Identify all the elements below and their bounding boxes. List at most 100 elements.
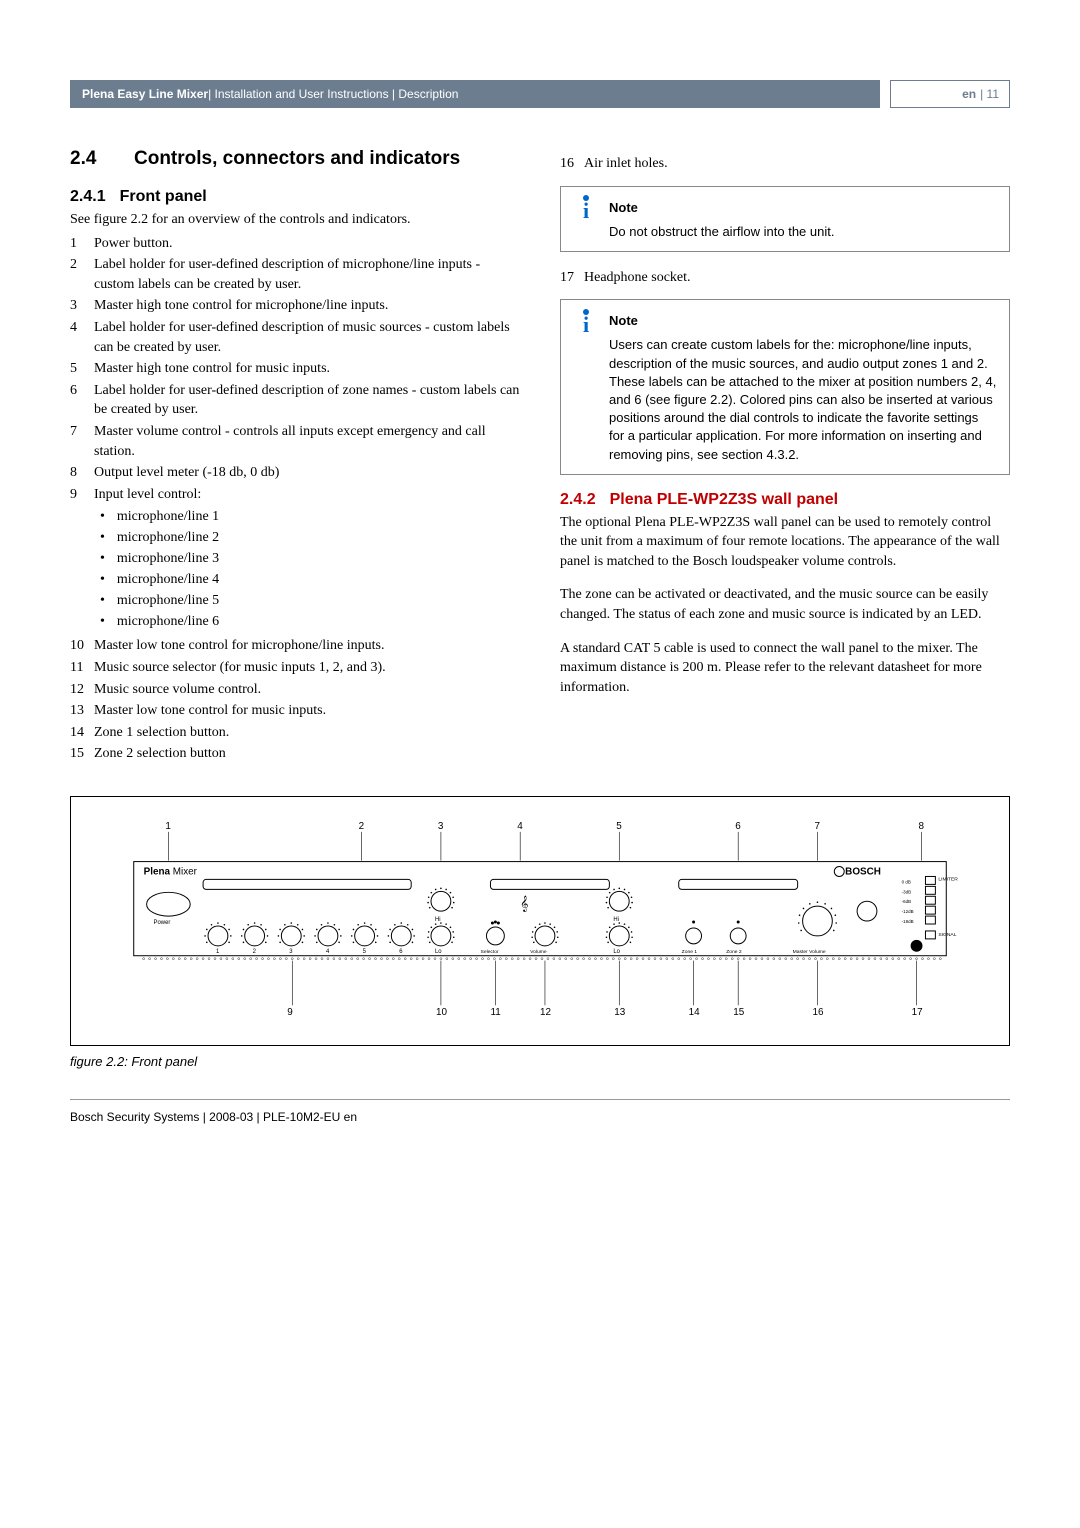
mic-line-bullets: microphone/line 1microphone/line 2microp… (100, 506, 520, 632)
list-item: 16 Air inlet holes. (560, 154, 1010, 174)
bullet-item: microphone/line 6 (100, 611, 520, 632)
page-number: | 11 (980, 87, 999, 101)
svg-text:BOSCH: BOSCH (845, 866, 881, 877)
svg-text:16: 16 (813, 1007, 825, 1018)
left-column: 2.4 Controls, connectors and indicators … (70, 148, 520, 766)
svg-text:17: 17 (912, 1007, 923, 1018)
svg-text:Zone 1: Zone 1 (682, 949, 698, 955)
item-text: Master volume control - controls all inp… (94, 422, 520, 461)
item-text: Zone 1 selection button. (94, 723, 229, 743)
item-number: 2 (70, 255, 94, 294)
item-16: 16 Air inlet holes. (560, 154, 1010, 174)
list-item: 14Zone 1 selection button. (70, 723, 520, 743)
item-text: Label holder for user-defined descriptio… (94, 381, 520, 420)
item-text: Input level control: (94, 485, 201, 505)
svg-text:14: 14 (689, 1007, 701, 1018)
bullet-item: microphone/line 2 (100, 527, 520, 548)
list-item: 2Label holder for user-defined descripti… (70, 255, 520, 294)
page-header: Plena Easy Line Mixer | Installation and… (70, 80, 1010, 108)
svg-text:8: 8 (919, 821, 925, 832)
list-item: 11Music source selector (for music input… (70, 658, 520, 678)
item-text: Output level meter (-18 db, 0 db) (94, 463, 279, 483)
svg-text:Master Volume: Master Volume (793, 949, 826, 955)
breadcrumb-path: | Installation and User Instructions | D… (208, 87, 458, 101)
item-number: 9 (70, 485, 94, 505)
bullet-item: microphone/line 4 (100, 569, 520, 590)
svg-text:𝄞: 𝄞 (520, 895, 528, 912)
item-text: Master high tone control for microphone/… (94, 296, 388, 316)
item-number: 4 (70, 318, 94, 357)
svg-text:Zone 2: Zone 2 (726, 949, 742, 955)
list-item: 10Master low tone control for microphone… (70, 636, 520, 656)
item-number: 6 (70, 381, 94, 420)
subsection-number: 2.4.2 (560, 491, 596, 508)
svg-text:4: 4 (517, 821, 523, 832)
item-number: 16 (560, 154, 584, 174)
item-number: 7 (70, 422, 94, 461)
bullet-item: microphone/line 5 (100, 590, 520, 611)
note-header: i Note (573, 308, 997, 334)
page-footer: Bosch Security Systems | 2008-03 | PLE-1… (70, 1099, 1010, 1124)
svg-text:3: 3 (438, 821, 444, 832)
front-panel-diagram: 12345678 Plena Mixer Power Hi Hi 𝄞 12345… (91, 817, 989, 1035)
svg-text:12: 12 (540, 1007, 551, 1018)
item-17: 17 Headphone socket. (560, 268, 1010, 288)
item-text: Headphone socket. (584, 268, 691, 288)
item-text: Power button. (94, 234, 173, 254)
note-title: Note (609, 199, 638, 217)
list-item: 6Label holder for user-defined descripti… (70, 381, 520, 420)
svg-text:5: 5 (363, 949, 367, 955)
item-text: Zone 2 selection button (94, 744, 226, 764)
section-title-text: Controls, connectors and indicators (134, 148, 460, 170)
item-number: 3 (70, 296, 94, 316)
svg-text:1: 1 (165, 821, 171, 832)
svg-text:6: 6 (735, 821, 741, 832)
svg-text:Hi: Hi (613, 917, 619, 923)
svg-text:2: 2 (253, 949, 256, 955)
list-item: 13Master low tone control for music inpu… (70, 701, 520, 721)
item-number: 10 (70, 636, 94, 656)
svg-text:2: 2 (359, 821, 365, 832)
figure-2-2: 12345678 Plena Mixer Power Hi Hi 𝄞 12345… (70, 796, 1010, 1046)
note-header: i Note (573, 195, 997, 221)
wall-panel-p3: A standard CAT 5 cable is used to connec… (560, 639, 1010, 698)
section-2-4-heading: 2.4 Controls, connectors and indicators (70, 148, 520, 170)
svg-text:1: 1 (216, 949, 220, 955)
svg-text:Plena Mixer: Plena Mixer (144, 866, 198, 877)
item-text: Air inlet holes. (584, 154, 668, 174)
svg-text:Power: Power (154, 920, 171, 926)
list-item: 4Label holder for user-defined descripti… (70, 318, 520, 357)
note-body: Do not obstruct the airflow into the uni… (609, 223, 997, 241)
svg-text:-6dB: -6dB (902, 899, 911, 904)
item-number: 17 (560, 268, 584, 288)
svg-text:4: 4 (326, 949, 330, 955)
svg-text:-12dB: -12dB (902, 909, 914, 914)
item-text: Label holder for user-defined descriptio… (94, 318, 520, 357)
svg-text:5: 5 (616, 821, 622, 832)
subsection-title: Front panel (120, 188, 207, 205)
svg-text:9: 9 (287, 1007, 293, 1018)
subsection-intro: See figure 2.2 for an overview of the co… (70, 210, 520, 230)
svg-text:-18dB: -18dB (902, 919, 914, 924)
item-text: Master high tone control for music input… (94, 359, 330, 379)
bullet-item: microphone/line 1 (100, 506, 520, 527)
breadcrumb-product: Plena Easy Line Mixer (82, 87, 208, 101)
item-text: Label holder for user-defined descriptio… (94, 255, 520, 294)
svg-text:13: 13 (614, 1007, 626, 1018)
page-lang-number: en | 11 (890, 80, 1010, 108)
note-body: Users can create custom labels for the: … (609, 336, 997, 463)
svg-text:11: 11 (490, 1007, 501, 1018)
svg-text:10: 10 (436, 1007, 448, 1018)
list-item: 3Master high tone control for microphone… (70, 296, 520, 316)
item-text: Music source volume control. (94, 680, 261, 700)
info-icon: i (573, 195, 599, 221)
subsection-2-4-1-heading: 2.4.1Front panel (70, 188, 520, 206)
svg-text:6: 6 (399, 949, 403, 955)
bullet-item: microphone/line 3 (100, 548, 520, 569)
svg-text:0 dB: 0 dB (902, 879, 911, 884)
svg-text:Selector: Selector (481, 949, 499, 955)
wall-panel-p1: The optional Plena PLE-WP2Z3S wall panel… (560, 513, 1010, 572)
subsection-2-4-2-heading: 2.4.2Plena PLE-WP2Z3S wall panel (560, 491, 1010, 509)
item-text: Master low tone control for microphone/l… (94, 636, 384, 656)
list-item: 17 Headphone socket. (560, 268, 1010, 288)
